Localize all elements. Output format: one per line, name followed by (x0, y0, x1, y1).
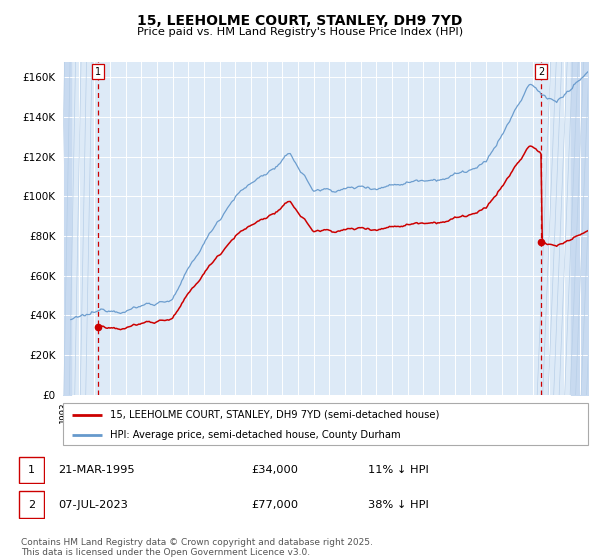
Text: HPI: Average price, semi-detached house, County Durham: HPI: Average price, semi-detached house,… (110, 430, 401, 440)
Text: 15, LEEHOLME COURT, STANLEY, DH9 7YD: 15, LEEHOLME COURT, STANLEY, DH9 7YD (137, 14, 463, 28)
Text: £77,000: £77,000 (251, 500, 298, 510)
Text: 1: 1 (28, 465, 35, 475)
Text: 11% ↓ HPI: 11% ↓ HPI (368, 465, 429, 475)
Text: 07-JUL-2023: 07-JUL-2023 (59, 500, 128, 510)
FancyBboxPatch shape (19, 457, 44, 483)
Text: 38% ↓ HPI: 38% ↓ HPI (368, 500, 429, 510)
FancyBboxPatch shape (63, 403, 588, 445)
Text: 21-MAR-1995: 21-MAR-1995 (59, 465, 136, 475)
Text: 1: 1 (95, 67, 101, 77)
Text: 15, LEEHOLME COURT, STANLEY, DH9 7YD (semi-detached house): 15, LEEHOLME COURT, STANLEY, DH9 7YD (se… (110, 409, 440, 419)
Text: Contains HM Land Registry data © Crown copyright and database right 2025.
This d: Contains HM Land Registry data © Crown c… (21, 538, 373, 557)
Text: £34,000: £34,000 (251, 465, 298, 475)
FancyBboxPatch shape (19, 492, 44, 517)
Text: Price paid vs. HM Land Registry's House Price Index (HPI): Price paid vs. HM Land Registry's House … (137, 27, 463, 37)
Text: 2: 2 (538, 67, 544, 77)
Text: 2: 2 (28, 500, 35, 510)
